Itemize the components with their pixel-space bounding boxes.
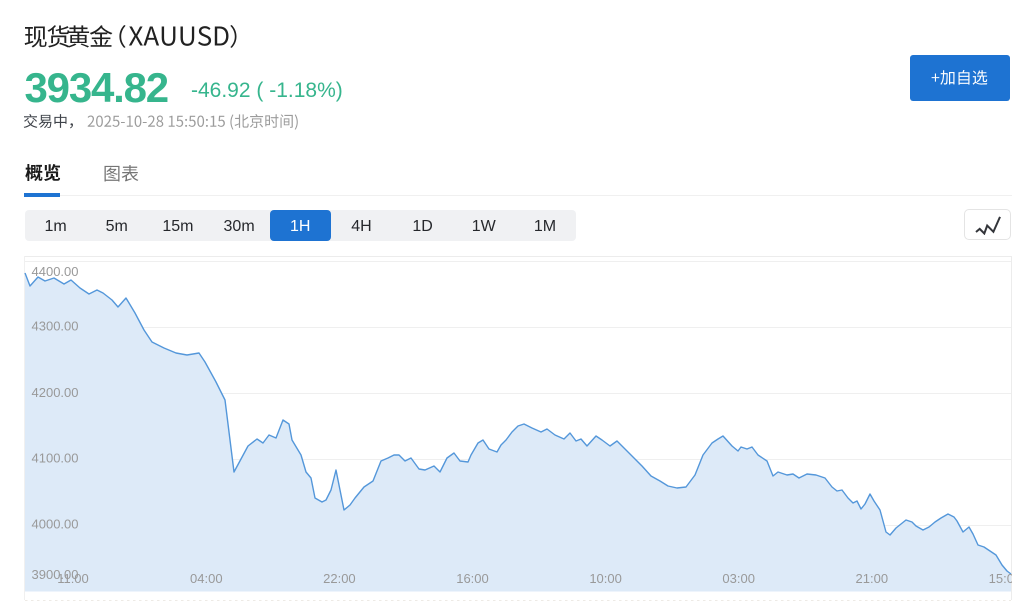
svg-text:4400.00: 4400.00: [32, 264, 79, 279]
svg-text:04:00: 04:00: [190, 571, 223, 586]
svg-text:21:00: 21:00: [856, 571, 889, 586]
svg-text:3900.00: 3900.00: [32, 567, 79, 582]
svg-text:4000.00: 4000.00: [32, 517, 79, 532]
svg-text:03:00: 03:00: [722, 571, 755, 586]
svg-text:10:00: 10:00: [589, 571, 622, 586]
svg-text:4100.00: 4100.00: [32, 451, 79, 466]
svg-text:4200.00: 4200.00: [32, 385, 79, 400]
svg-text:11:00: 11:00: [57, 571, 89, 586]
svg-text:22:00: 22:00: [323, 571, 356, 586]
svg-text:15:00: 15:00: [989, 571, 1012, 586]
svg-text:4300.00: 4300.00: [32, 319, 79, 334]
svg-text:16:00: 16:00: [456, 571, 489, 586]
